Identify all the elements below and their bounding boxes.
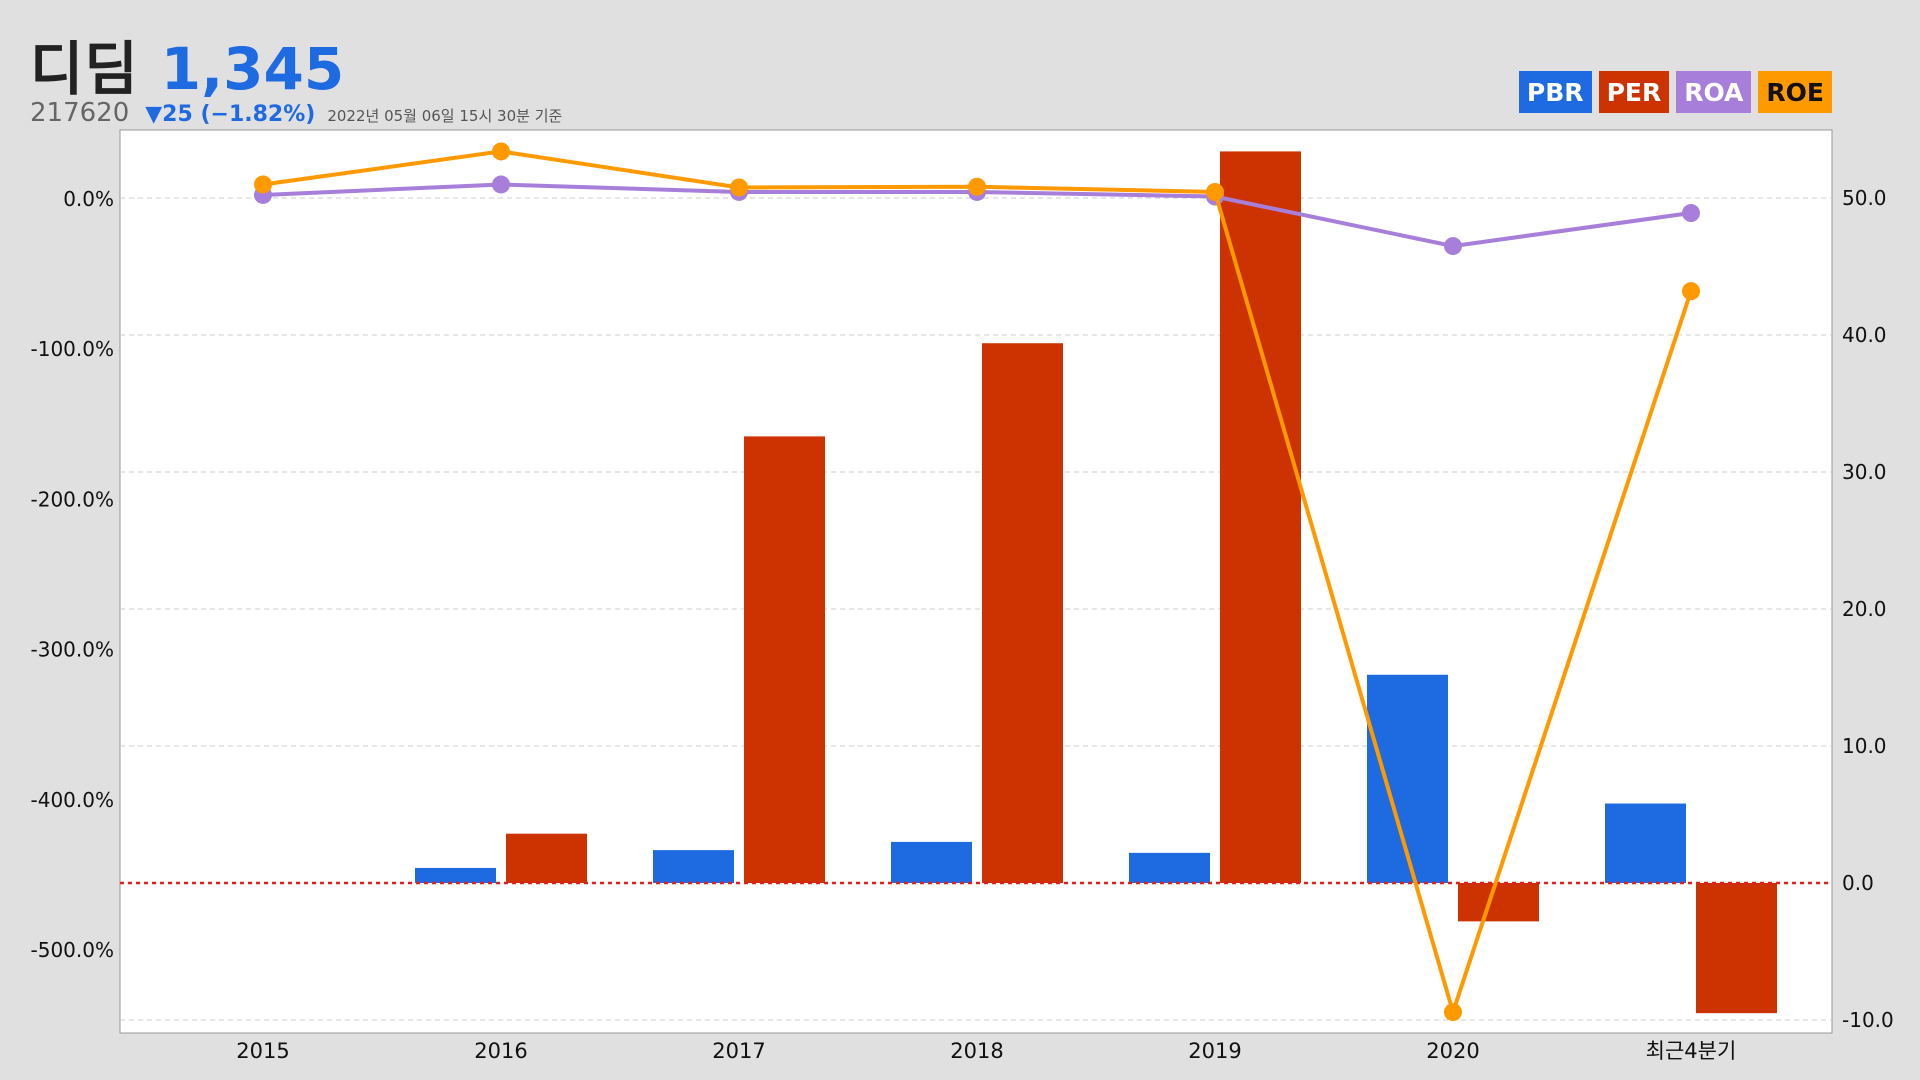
roe-point — [1444, 1003, 1462, 1022]
right-tick-label: 20.0 — [1842, 597, 1887, 621]
pbr-bar — [891, 841, 972, 883]
roe-point — [1206, 182, 1224, 201]
per-bar — [982, 343, 1063, 884]
per-bar — [1458, 883, 1539, 922]
left-tick-label: -200.0% — [31, 487, 114, 511]
x-tick-label: 2016 — [474, 1039, 527, 1063]
x-tick-label: 2018 — [950, 1039, 1003, 1063]
roe-point — [730, 178, 748, 197]
pbr-bar — [1605, 803, 1686, 883]
roe-point — [968, 177, 986, 196]
legend-pbr[interactable]: PBR — [1518, 71, 1592, 113]
price-change: ▼25 (−1.82%) — [145, 102, 316, 127]
legend-per[interactable]: PER — [1598, 71, 1670, 113]
x-tick-label: 2020 — [1426, 1039, 1479, 1063]
stock-price: 1,345 — [160, 35, 345, 103]
chart-legend: PBR PER ROA ROE — [1518, 71, 1832, 113]
roa-point — [1444, 237, 1462, 256]
per-bar — [744, 436, 825, 883]
x-tick-label: 2019 — [1188, 1039, 1241, 1063]
right-tick-label: -10.0 — [1842, 1008, 1894, 1032]
pbr-bar — [415, 867, 496, 883]
left-tick-label: -100.0% — [31, 337, 114, 361]
timestamp: 2022년 05월 06일 15시 30분 기준 — [327, 107, 563, 125]
legend-roa[interactable]: ROA — [1676, 71, 1752, 113]
stock-name: 디딤 — [30, 35, 139, 103]
left-tick-label: -300.0% — [31, 638, 114, 662]
roe-point — [492, 142, 510, 161]
left-tick-label: -500.0% — [31, 938, 114, 962]
right-tick-label: 30.0 — [1842, 460, 1887, 484]
roe-point — [1682, 282, 1700, 301]
roa-point — [1682, 204, 1700, 223]
roe-point — [254, 175, 272, 194]
right-tick-label: 0.0 — [1842, 871, 1874, 895]
pbr-bar — [1129, 852, 1210, 883]
per-bar — [1220, 151, 1301, 884]
left-tick-label: -400.0% — [31, 788, 114, 812]
x-tick-label: 최근4분기 — [1646, 1039, 1737, 1063]
per-bar — [506, 833, 587, 883]
pbr-bar — [653, 850, 734, 883]
right-tick-label: 10.0 — [1842, 734, 1887, 758]
x-tick-label: 2017 — [712, 1039, 765, 1063]
legend-roe[interactable]: ROE — [1758, 71, 1832, 113]
per-bar — [1696, 883, 1777, 1014]
left-tick-label: 0.0% — [63, 187, 114, 211]
plot-area — [119, 129, 1833, 1034]
x-tick-label: 2015 — [236, 1039, 289, 1063]
stock-code: 217620 — [30, 98, 130, 128]
right-tick-label: 50.0 — [1842, 186, 1887, 210]
roa-point — [492, 175, 510, 194]
right-tick-label: 40.0 — [1842, 323, 1887, 347]
stock-header: 디딤 1,345 217620 ▼25 (−1.82%) 2022년 05월 0… — [30, 22, 562, 128]
